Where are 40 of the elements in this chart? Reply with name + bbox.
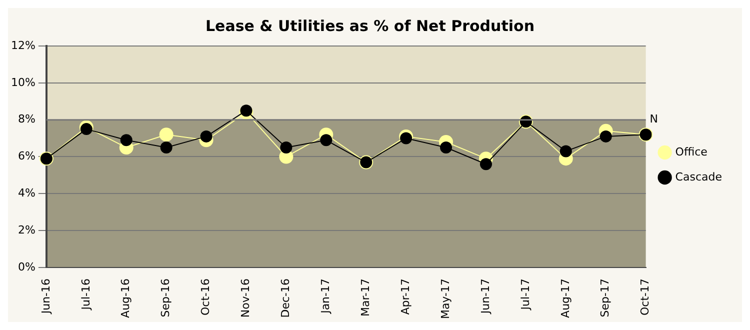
x-tick-label: Jul-17: [518, 278, 532, 311]
point: [400, 132, 412, 144]
legend-label: Office: [675, 145, 708, 158]
point: [280, 142, 292, 154]
x-tick-label: Apr-17: [398, 278, 412, 315]
x-tick-label: May-17: [438, 278, 452, 319]
y-tick-label: 10%: [10, 76, 36, 89]
point: [80, 123, 92, 136]
point: [440, 142, 452, 154]
y-tick-label: 2%: [18, 223, 36, 236]
y-tick-label: 6%: [18, 150, 36, 163]
x-tick-label: Oct-17: [638, 278, 652, 316]
x-tick-label: Sep-16: [159, 278, 172, 318]
y-tick-label: 0%: [18, 260, 36, 274]
x-tick-label: Jun-16: [39, 278, 52, 315]
point: [600, 130, 612, 142]
ref-line-label: N: [650, 112, 658, 126]
x-tick-label: Dec-16: [279, 278, 292, 318]
point: [160, 142, 172, 154]
x-tick-label: Oct-16: [199, 278, 212, 316]
x-tick-label: Jan-17: [319, 278, 332, 314]
point: [200, 130, 212, 142]
x-tick-label: Nov-16: [239, 278, 252, 318]
point: [320, 134, 332, 146]
point: [159, 128, 174, 142]
legend-label: Cascade: [675, 170, 722, 184]
x-tick-label: Aug-16: [119, 278, 132, 318]
point: [560, 145, 572, 158]
point: [480, 158, 492, 170]
x-tick-label: Jun-17: [478, 278, 492, 315]
y-tick-label: 12%: [10, 38, 36, 52]
x-tick-label: Mar-17: [358, 278, 372, 317]
x-tick-label: Aug-17: [558, 278, 572, 318]
point: [240, 104, 252, 117]
chart-title: Lease & Utilities as % of Net Prodution: [206, 16, 534, 35]
point: [120, 134, 132, 146]
y-tick-label: 4%: [18, 186, 36, 200]
y-tick-label: 8%: [18, 112, 36, 126]
x-tick-label: Sep-17: [598, 278, 612, 318]
x-tick-label: Jul-16: [79, 278, 92, 311]
